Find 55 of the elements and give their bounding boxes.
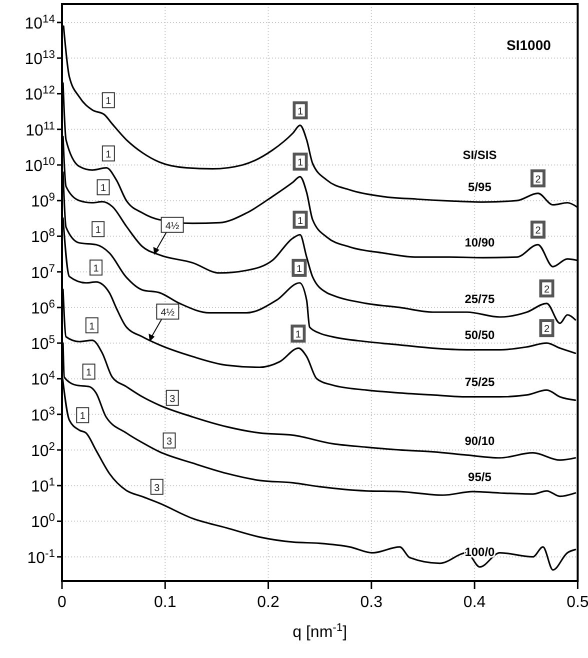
series-label: 5/95 xyxy=(468,180,492,194)
annotation: 1 xyxy=(89,321,96,332)
y-tick-label: 10$^{4}$ xyxy=(30,370,55,389)
y-tick-label: 10$^{9}$ xyxy=(30,192,55,211)
y-tick-label: 10$^{10}$ xyxy=(24,156,55,175)
annotation: 3 xyxy=(154,482,160,494)
text: SI1000 xyxy=(506,37,552,53)
y-tick-label: 10$^{0}$ xyxy=(30,512,55,532)
x-tick-label: 0.3 xyxy=(360,594,383,611)
annotation: 2 xyxy=(535,226,542,237)
y-tick-label: 10$^{2}$ xyxy=(30,440,55,460)
annotation: 1 xyxy=(80,411,86,422)
series-label: 75/25 xyxy=(464,374,496,389)
y-tick-label: 10$^{14}$ xyxy=(24,13,55,32)
y-tick-label: 10$^{3}$ xyxy=(30,405,55,424)
legend-title: SI/SIS xyxy=(462,148,497,162)
annotation: 1 xyxy=(86,368,92,379)
annotation: 4½ xyxy=(160,308,176,319)
annotation: 1 xyxy=(297,216,304,227)
series-label: 25/75 xyxy=(464,292,496,306)
series-label: 10/90 xyxy=(464,236,496,250)
y-tick-label: 10$^{5}$ xyxy=(30,334,55,354)
annotation: 1 xyxy=(106,96,112,108)
annotation: 1 xyxy=(297,158,304,169)
annotation: 1 xyxy=(296,264,302,275)
annotation: 2 xyxy=(544,324,550,336)
annotation: 2 xyxy=(544,284,550,296)
annotation: 1 xyxy=(297,106,304,118)
y-tick-label: 10$^{6}$ xyxy=(30,298,55,318)
annotation: 1 xyxy=(93,264,100,275)
y-tick-label: 10$^{-1}$ xyxy=(27,548,55,567)
y-tick-label: 10$^{1}$ xyxy=(30,476,55,496)
series-label: 100/0 xyxy=(464,544,496,559)
x-tick-label: 0.4 xyxy=(463,594,486,611)
x-axis-title: q [nm$^{-1}$] xyxy=(292,622,348,641)
annotation: 1 xyxy=(95,225,102,236)
y-tick-label: 10$^{13}$ xyxy=(24,49,55,68)
x-tick-label: 0.5 xyxy=(566,594,588,611)
x-tick-label: 0.1 xyxy=(154,594,176,611)
y-tick-label: 10$^{12}$ xyxy=(24,84,55,104)
annotation: 2 xyxy=(535,174,542,186)
annotation: 1 xyxy=(295,330,302,341)
annotation: 1 xyxy=(100,183,106,194)
y-tick-label: 10$^{8}$ xyxy=(30,227,55,246)
x-tick-label: 0 xyxy=(58,594,67,611)
x-tick-label: 0.2 xyxy=(257,594,280,611)
y-tick-label: 10$^{11}$ xyxy=(26,120,55,140)
series-label: 90/10 xyxy=(464,434,496,448)
series-label: 50/50 xyxy=(464,328,496,342)
y-tick-label: 10$^{7}$ xyxy=(30,262,55,282)
annotation: 3 xyxy=(166,436,172,448)
series-label: 95/5 xyxy=(468,470,492,484)
annotation: 4½ xyxy=(165,220,180,232)
annotation: 3 xyxy=(170,394,176,405)
annotation: 1 xyxy=(106,149,112,160)
